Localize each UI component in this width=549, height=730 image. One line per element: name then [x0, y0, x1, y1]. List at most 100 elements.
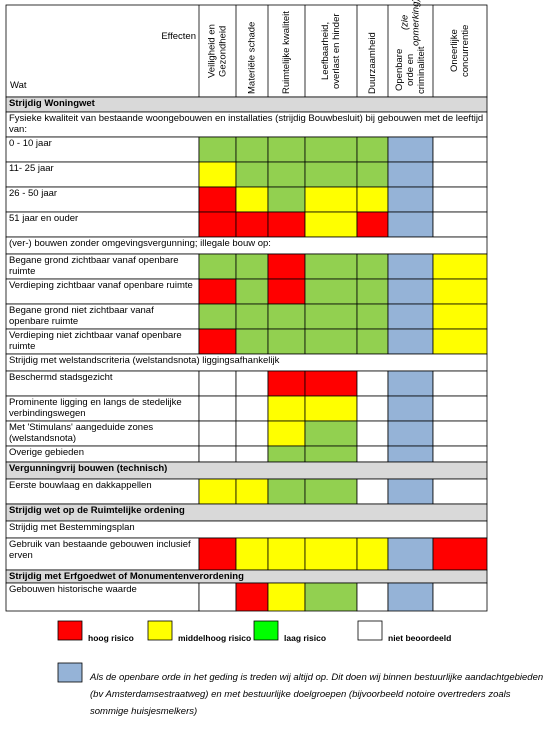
risk-cell-white	[432, 211, 488, 238]
risk-cell-green	[356, 328, 389, 355]
risk-cell-white	[198, 420, 237, 447]
risk-cell-white	[432, 395, 488, 422]
risk-cell-green	[304, 328, 358, 355]
risk-cell-white	[432, 582, 488, 612]
risk-cell-blue	[387, 395, 434, 422]
risk-cell-green	[304, 253, 358, 280]
risk-cell-green	[304, 136, 358, 163]
risk-cell-yellow	[267, 420, 306, 447]
legend-swatch-red	[57, 620, 83, 641]
risk-cell-blue	[387, 211, 434, 238]
risk-cell-blue	[387, 445, 434, 463]
risk-cell-green	[267, 478, 306, 505]
risk-cell-red	[267, 370, 306, 397]
risk-cell-white	[235, 370, 269, 397]
row-label: Met 'Stimulans' aangeduide zones (welsta…	[9, 423, 154, 444]
text-row	[5, 111, 488, 138]
row-label: Beschermd stadsgezicht	[9, 373, 113, 383]
risk-cell-white	[432, 186, 488, 213]
row-label-cell	[5, 582, 200, 612]
risk-cell-blue	[387, 278, 434, 305]
risk-cell-green	[267, 161, 306, 188]
risk-cell-white	[356, 420, 389, 447]
risk-cell-blue	[387, 161, 434, 188]
row-label: Eerste bouwlaag en dakkappellen	[9, 481, 152, 491]
risk-cell-green	[198, 253, 237, 280]
risk-cell-yellow	[304, 211, 358, 238]
risk-cell-green	[235, 278, 269, 305]
section-title: Strijdig Woningwet	[9, 99, 95, 109]
row-label-cell	[5, 303, 200, 330]
risk-cell-green	[235, 253, 269, 280]
risk-cell-red	[267, 253, 306, 280]
risk-cell-yellow	[304, 395, 358, 422]
risk-cell-green	[267, 186, 306, 213]
risk-cell-yellow	[356, 186, 389, 213]
risk-cell-yellow	[356, 537, 389, 571]
risk-cell-white	[432, 478, 488, 505]
risk-cell-yellow	[304, 537, 358, 571]
column-header-6: Openbare orde en criminaliteit (zie opme…	[394, 0, 427, 94]
risk-cell-green	[235, 328, 269, 355]
risk-cell-green	[304, 445, 358, 463]
risk-cell-blue	[387, 582, 434, 612]
risk-cell-green	[304, 161, 358, 188]
risk-cell-yellow	[198, 478, 237, 505]
risk-cell-yellow	[432, 278, 488, 305]
row-label: 0 - 10 jaar	[9, 139, 52, 149]
risk-cell-yellow	[432, 328, 488, 355]
row-label-cell	[5, 186, 200, 213]
section-title: Vergunningvrij bouwen (technisch)	[9, 464, 168, 474]
risk-cell-white	[356, 395, 389, 422]
risk-cell-yellow	[267, 537, 306, 571]
risk-cell-yellow	[432, 253, 488, 280]
risk-cell-green	[304, 278, 358, 305]
risk-cell-red	[198, 211, 237, 238]
risk-cell-blue	[387, 303, 434, 330]
row-label: Verdieping zichtbaar vanaf openbare ruim…	[9, 281, 193, 291]
row-label: 11- 25 jaar	[9, 164, 54, 174]
risk-cell-green	[267, 328, 306, 355]
risk-cell-blue	[387, 136, 434, 163]
legend-label: laag risico	[284, 633, 327, 643]
header-effecten: Effecten	[161, 32, 196, 42]
risk-cell-yellow	[235, 478, 269, 505]
risk-cell-red	[198, 186, 237, 213]
column-header-4: Leefbaarheid, overlast en hinder	[320, 13, 342, 89]
risk-cell-green	[235, 303, 269, 330]
risk-cell-green	[356, 136, 389, 163]
risk-cell-white	[432, 370, 488, 397]
row-label: Begane grond zichtbaar vanaf openbare ru…	[9, 256, 179, 277]
group-title: Fysieke kwaliteit van bestaande woongebo…	[9, 114, 484, 135]
risk-cell-red	[235, 211, 269, 238]
risk-cell-green	[356, 278, 389, 305]
risk-cell-white	[356, 445, 389, 463]
row-label: Gebouwen historische waarde	[9, 585, 137, 595]
risk-cell-white	[235, 420, 269, 447]
legend-label: niet beoordeeld	[388, 633, 452, 643]
risk-cell-green	[267, 303, 306, 330]
column-header-3: Ruimtelijke kwaliteit	[281, 11, 292, 94]
legend-swatch-white	[357, 620, 383, 641]
risk-cell-white	[432, 161, 488, 188]
legend-note: Als de openbare orde in het geding is tr…	[90, 672, 544, 717]
risk-cell-white	[198, 395, 237, 422]
risk-cell-blue	[387, 478, 434, 505]
risk-cell-green	[356, 253, 389, 280]
risk-cell-green	[235, 161, 269, 188]
risk-cell-blue	[387, 420, 434, 447]
column-header-1: Veiligheid en Gezondheid	[206, 24, 229, 78]
risk-cell-green	[198, 303, 237, 330]
risk-cell-green	[356, 303, 389, 330]
row-label: 51 jaar en ouder	[9, 214, 79, 224]
risk-cell-blue	[387, 328, 434, 355]
row-label-cell	[5, 537, 200, 571]
header-wat: Wat	[10, 81, 27, 91]
column-header-2: Materiële schade	[246, 21, 258, 94]
risk-cell-green	[356, 161, 389, 188]
risk-cell-green	[304, 420, 358, 447]
risk-cell-yellow	[235, 537, 269, 571]
risk-cell-green	[304, 303, 358, 330]
risk-cell-green	[267, 445, 306, 463]
